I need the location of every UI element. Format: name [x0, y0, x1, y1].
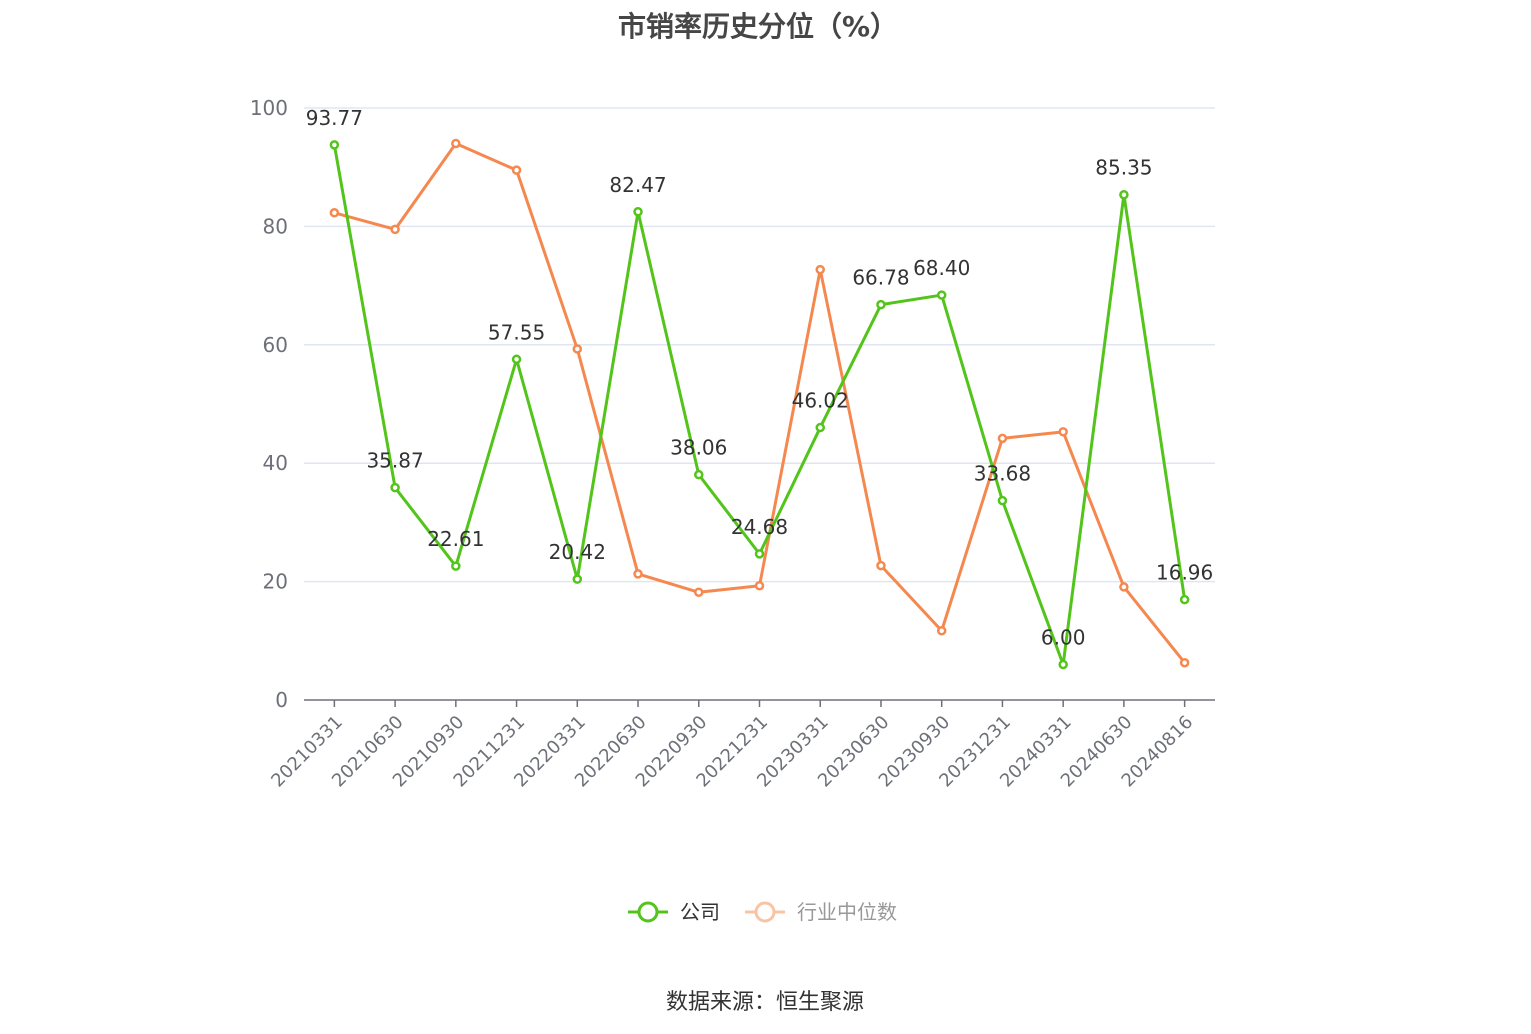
legend-marker-company	[637, 901, 659, 923]
y-tick-label: 0	[275, 688, 288, 712]
company-point[interactable]	[633, 207, 643, 217]
data-label: 66.78	[852, 266, 909, 290]
data-label: 57.55	[488, 320, 545, 344]
company-point[interactable]	[1179, 594, 1190, 605]
company-point[interactable]	[815, 422, 825, 433]
y-tick-label: 100	[250, 96, 288, 120]
legend-label-company: 公司	[680, 900, 720, 924]
industry-point[interactable]	[329, 208, 340, 218]
y-tick-label: 40	[263, 451, 288, 475]
company-point[interactable]	[754, 549, 765, 559]
company-point[interactable]	[1058, 659, 1068, 670]
industry-point[interactable]	[997, 433, 1008, 444]
industry-point[interactable]	[1179, 657, 1190, 668]
chart-title: 市销率历史分位（%）	[618, 10, 898, 43]
legend-marker-industry	[754, 901, 776, 923]
y-tick-label: 60	[263, 333, 288, 357]
source-note: 数据来源：恒生聚源	[666, 990, 864, 1015]
data-label: 33.68	[974, 462, 1031, 486]
company-point[interactable]	[936, 290, 947, 300]
axes: 0204060801002021033120210630202109302021…	[250, 96, 1215, 791]
legend-item-company[interactable]: 公司	[628, 900, 720, 924]
company-point[interactable]	[451, 561, 461, 571]
legend-item-industry[interactable]: 行业中位数	[745, 900, 897, 924]
data-label: 93.77	[306, 106, 363, 130]
company-point[interactable]	[390, 482, 400, 493]
y-tick-label: 80	[263, 214, 288, 238]
data-label: 35.87	[366, 449, 423, 473]
company-point[interactable]	[694, 469, 704, 480]
y-tick-label: 20	[263, 570, 288, 594]
company-point[interactable]	[572, 574, 583, 584]
company-point[interactable]	[876, 299, 886, 310]
data-label: 6.00	[1041, 625, 1086, 649]
industry-point[interactable]	[633, 569, 643, 579]
industry-point[interactable]	[815, 264, 825, 275]
data-label: 16.96	[1156, 561, 1213, 585]
company-point[interactable]	[1119, 189, 1129, 200]
company-point[interactable]	[997, 495, 1008, 506]
data-label: 24.68	[731, 515, 788, 539]
data-label: 22.61	[427, 527, 484, 551]
company-point[interactable]	[511, 354, 522, 365]
industry-point[interactable]	[451, 138, 461, 149]
industry-point[interactable]	[936, 625, 947, 636]
data-label: 46.02	[792, 389, 849, 413]
industry-point[interactable]	[754, 580, 765, 591]
industry-point[interactable]	[390, 224, 400, 235]
grid	[304, 107, 1215, 583]
data-labels: 93.77 35.87 22.61 57.55 20.42 82.47 38.06 24.68…	[306, 106, 1214, 650]
data-label: 85.35	[1095, 156, 1152, 180]
company-point[interactable]	[329, 140, 340, 150]
industry-point[interactable]	[1058, 427, 1068, 437]
industry-point[interactable]	[511, 165, 522, 175]
legend-label-industry: 行业中位数	[797, 900, 897, 924]
industry-point[interactable]	[1119, 582, 1129, 592]
industry-point[interactable]	[572, 344, 583, 354]
data-label: 38.06	[670, 436, 727, 460]
legend[interactable]: 公司 行业中位数	[628, 900, 897, 924]
data-label: 68.40	[913, 256, 970, 280]
data-label: 20.42	[549, 540, 606, 564]
industry-point[interactable]	[876, 560, 886, 571]
data-label: 82.47	[609, 173, 666, 197]
industry-point[interactable]	[694, 587, 704, 598]
series	[329, 138, 1190, 670]
